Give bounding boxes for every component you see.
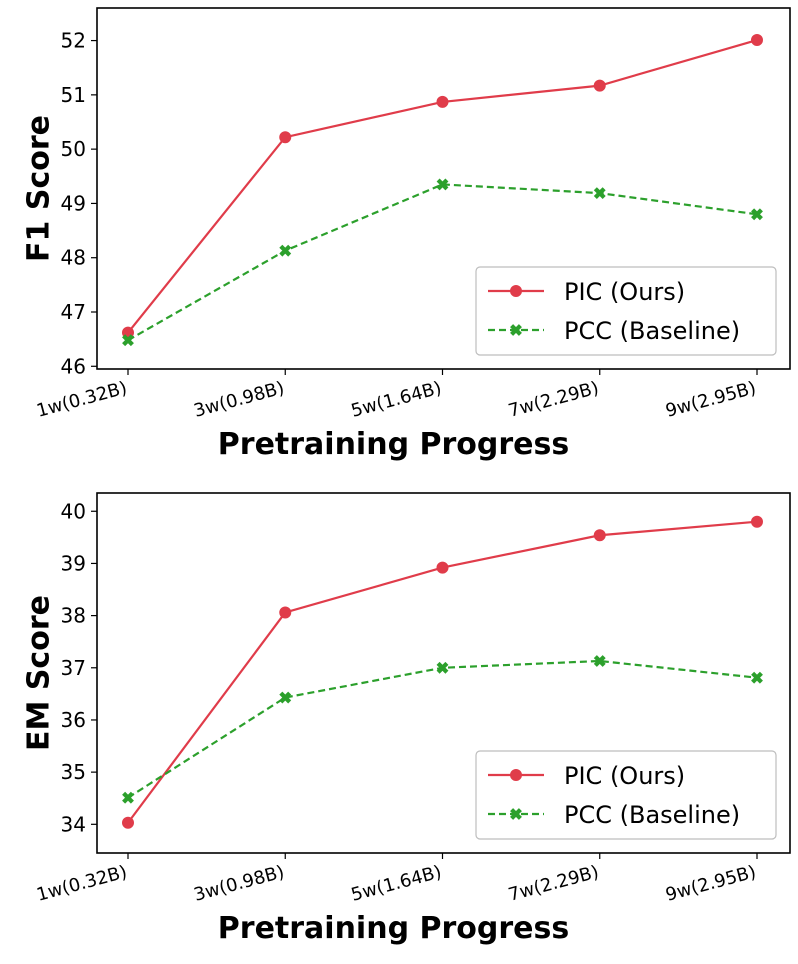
y-tick-label: 36: [61, 708, 86, 732]
data-point: [593, 187, 606, 200]
x-tick-label: 1w(0.32B): [34, 378, 129, 422]
plot-frame: [96, 7, 791, 370]
chart-2: 34 35 36 37 38 39 40 1w(0.32B) 3w(0.98B) 5w(1.64B…: [22, 492, 791, 946]
data-point: [122, 334, 134, 347]
y-tick-label: 48: [61, 246, 86, 270]
legend-marker: [510, 285, 522, 297]
series-pcc: [122, 178, 763, 347]
y-tick-label: 47: [61, 300, 86, 324]
data-point: [436, 661, 449, 674]
data-point: [751, 34, 763, 47]
series-pcc: [122, 655, 763, 804]
legend-label: PCC (Baseline): [564, 317, 740, 345]
y-axis-title: F1 Score: [22, 115, 57, 262]
data-point: [593, 79, 606, 92]
y-tick-label: 39: [61, 551, 86, 575]
y-tick-label: 46: [61, 354, 86, 378]
data-point: [751, 208, 763, 221]
legend-marker: [510, 769, 522, 781]
y-tick-label: 35: [61, 760, 86, 784]
data-point: [751, 515, 763, 528]
x-tick-label: 7w(2.29B): [506, 862, 601, 906]
data-point: [751, 671, 763, 684]
x-tick-label: 7w(2.29B): [506, 378, 601, 422]
data-point: [436, 178, 449, 191]
data-point: [436, 561, 449, 574]
legend-marker: [510, 808, 522, 820]
x-tick-label: 1w(0.32B): [34, 862, 129, 906]
y-tick-label: 40: [61, 499, 86, 523]
legend-frame: [475, 266, 777, 356]
x-tick-label: 9w(2.95B): [663, 862, 758, 906]
data-point: [279, 244, 292, 257]
x-tick-label: 9w(2.95B): [663, 378, 758, 422]
data-point: [279, 131, 292, 144]
y-tick-label: 49: [61, 191, 86, 215]
chart-1: 46 47 48 49 50 51 52 1w(0.32B) 3w(0.98B) 5w(1.64B…: [22, 7, 791, 462]
series-pic: [122, 515, 763, 829]
data-point: [436, 95, 449, 108]
data-point: [279, 691, 292, 704]
legend-label: PIC (Ours): [564, 278, 685, 306]
series-line: [127, 183, 758, 342]
x-tick-label: 3w(0.98B): [192, 378, 287, 422]
x-axis-title: Pretraining Progress: [218, 427, 569, 462]
data-point: [122, 791, 134, 804]
y-tick-label: 50: [61, 137, 86, 161]
data-point: [593, 655, 606, 667]
y-tick-label: 37: [61, 656, 86, 680]
legend-label: PIC (Ours): [564, 762, 685, 790]
legend-frame: [475, 750, 777, 840]
x-axis-title: Pretraining Progress: [218, 911, 569, 946]
legend: PIC (Ours) PCC (Baseline): [475, 750, 777, 840]
x-tick-label: 5w(1.64B): [349, 862, 444, 906]
data-point: [593, 529, 606, 542]
legend-label: PCC (Baseline): [564, 801, 740, 829]
legend: PIC (Ours) PCC (Baseline): [475, 266, 777, 356]
y-axis-title: EM Score: [22, 595, 57, 751]
x-tick-label: 3w(0.98B): [192, 862, 287, 906]
y-tick-label: 34: [61, 812, 86, 836]
data-point: [122, 816, 134, 829]
legend-marker: [510, 324, 522, 336]
series-pic: [122, 34, 763, 339]
y-tick-label: 51: [61, 83, 86, 107]
x-tick-label: 5w(1.64B): [349, 378, 444, 422]
data-point: [279, 606, 292, 619]
y-tick-label: 52: [61, 29, 86, 53]
plot-frame: [96, 492, 791, 854]
y-tick-label: 38: [61, 604, 86, 628]
